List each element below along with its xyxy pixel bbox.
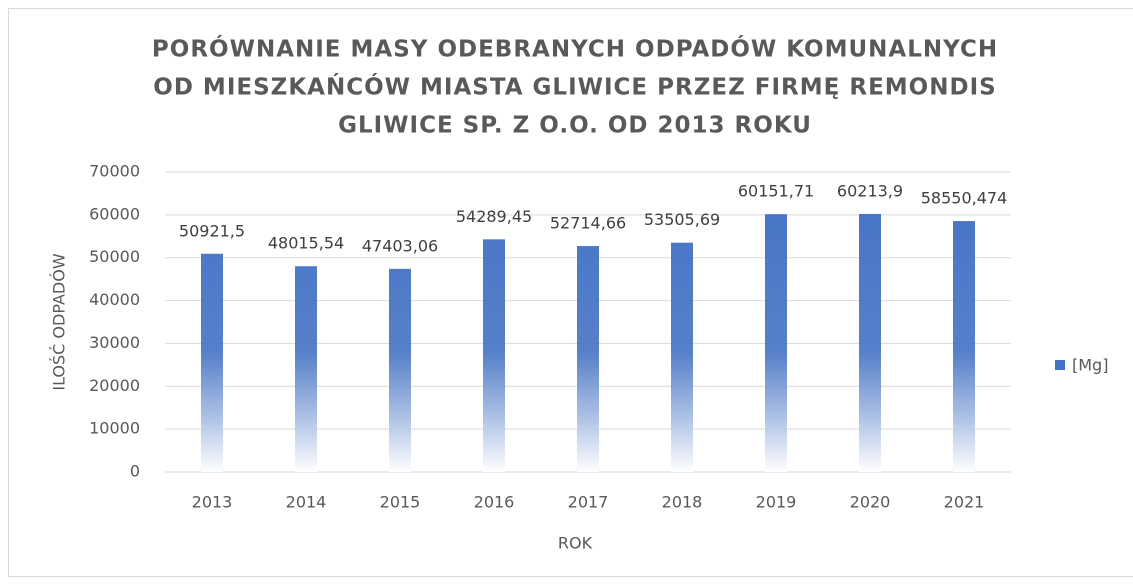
data-label: 53505,69 — [644, 210, 720, 229]
y-axis-label: ILOŚĆ ODPADÓW — [50, 253, 69, 390]
x-tick-label: 2015 — [380, 493, 421, 512]
y-tick-label: 40000 — [89, 290, 140, 309]
y-tick-label: 0 — [130, 462, 140, 481]
x-tick-label: 2018 — [662, 493, 703, 512]
data-label: 60151,71 — [738, 182, 814, 201]
data-label: 60213,9 — [837, 181, 903, 200]
data-label: 54289,45 — [456, 207, 532, 226]
data-label: 47403,06 — [362, 236, 438, 255]
chart-title: OD MIESZKAŃCÓW MIASTA GLIWICE PRZEZ FIRM… — [153, 73, 996, 101]
y-tick-label: 70000 — [89, 162, 140, 181]
bar — [953, 221, 975, 472]
legend-label: [Mg] — [1072, 356, 1108, 375]
bar — [295, 266, 317, 472]
x-tick-label: 2017 — [568, 493, 609, 512]
chart-title: PORÓWNANIE MASY ODEBRANYCH ODPADÓW KOMUN… — [152, 35, 998, 63]
bar — [483, 239, 505, 472]
chart-title: GLIWICE SP. Z O.O. OD 2013 ROKU — [338, 113, 812, 139]
bar — [671, 243, 693, 472]
x-tick-label: 2014 — [286, 493, 327, 512]
y-tick-label: 10000 — [89, 419, 140, 438]
data-label: 48015,54 — [268, 234, 344, 253]
y-tick-label: 50000 — [89, 247, 140, 266]
data-label: 58550,474 — [921, 189, 1008, 208]
y-tick-label: 30000 — [89, 333, 140, 352]
x-axis-label: ROK — [558, 534, 593, 553]
bar — [389, 269, 411, 472]
bar — [201, 254, 223, 472]
data-label: 50921,5 — [179, 221, 245, 240]
x-tick-label: 2019 — [756, 493, 797, 512]
y-tick-label: 60000 — [89, 204, 140, 223]
bar — [859, 214, 881, 472]
data-label: 52714,66 — [550, 214, 626, 233]
bar — [577, 246, 599, 472]
x-tick-label: 2013 — [192, 493, 233, 512]
x-tick-label: 2016 — [474, 493, 515, 512]
y-tick-label: 20000 — [89, 376, 140, 395]
x-tick-label: 2020 — [850, 493, 891, 512]
bar — [765, 214, 787, 472]
x-tick-label: 2021 — [944, 493, 985, 512]
legend-swatch — [1055, 360, 1065, 370]
